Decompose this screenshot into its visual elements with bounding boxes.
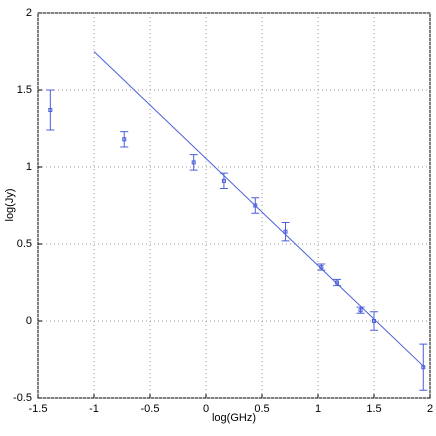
point xyxy=(335,280,340,285)
y-tick-label: -0.5 xyxy=(13,392,32,404)
point xyxy=(421,365,426,370)
error-bar xyxy=(189,154,198,171)
x-tick-label: 2 xyxy=(427,403,433,415)
error-bar xyxy=(317,263,326,271)
fit-line xyxy=(93,51,425,368)
error-bar xyxy=(356,306,365,314)
error-bar xyxy=(120,131,129,148)
point xyxy=(191,160,196,165)
point xyxy=(358,308,363,313)
x-tick-label: 1.5 xyxy=(366,403,381,415)
plot-frame xyxy=(37,12,431,399)
x-tick-label: 0 xyxy=(203,403,209,415)
error-bar xyxy=(251,197,260,214)
x-tick-label: -1 xyxy=(89,403,99,415)
x-axis-label: log(GHz) xyxy=(212,412,256,424)
point xyxy=(319,265,324,270)
y-tick-label: 1.5 xyxy=(17,84,32,96)
y-tick-label: 1 xyxy=(26,161,32,173)
point xyxy=(372,319,376,323)
point xyxy=(253,203,258,208)
y-axis-label: log(Jy) xyxy=(4,188,16,221)
error-bar xyxy=(370,311,378,331)
point xyxy=(221,178,226,183)
y-tick-label: 2 xyxy=(26,7,32,19)
error-bar xyxy=(46,89,55,131)
error-bar xyxy=(219,172,228,190)
error-bar xyxy=(281,221,290,242)
point xyxy=(122,137,127,142)
x-tick-label: 0.5 xyxy=(254,403,269,415)
point xyxy=(283,229,288,234)
error-bar xyxy=(419,343,428,391)
x-tick-label: -0.5 xyxy=(141,403,160,415)
point xyxy=(48,108,53,113)
y-tick-label: 0.5 xyxy=(17,238,32,250)
error-bar xyxy=(333,278,342,287)
x-tick-label: 1 xyxy=(315,403,321,415)
x-tick-label: -1.5 xyxy=(29,403,48,415)
y-tick-label: 0 xyxy=(26,315,32,327)
